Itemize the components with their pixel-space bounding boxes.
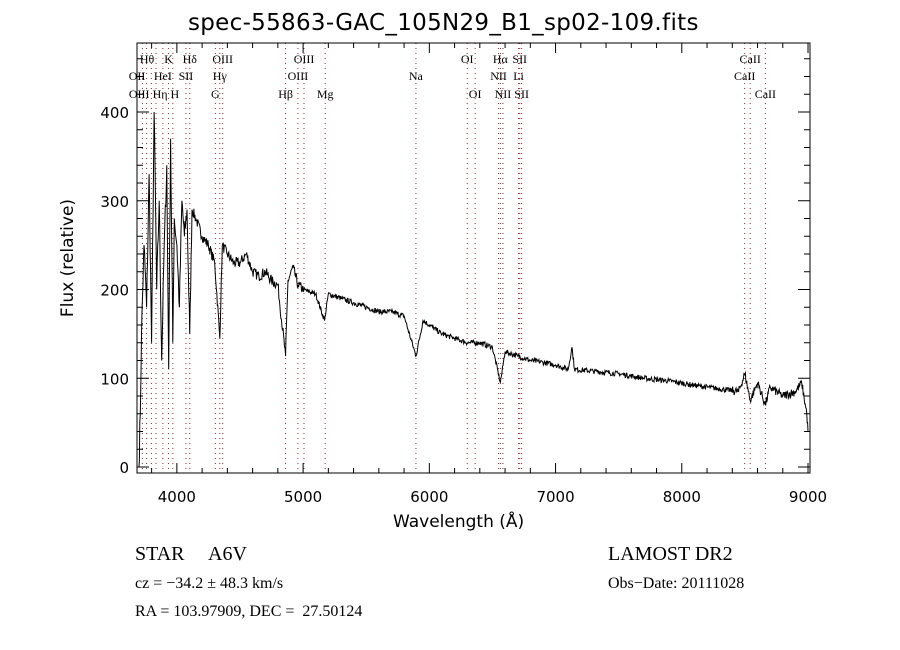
spectral-line-label: Hη [153, 87, 168, 101]
spectral-line-label: Li [513, 69, 524, 83]
spectral-line-label: Hγ [213, 69, 228, 83]
spectral-line-label: SII [179, 69, 194, 83]
x-tick-label: 9000 [789, 488, 827, 506]
spectral-line-label: H [171, 87, 180, 101]
y-tick-label: 100 [100, 370, 129, 388]
y-tick-label: 0 [119, 459, 129, 477]
spectral-line-label: CaII [734, 69, 755, 83]
redshift-info: cz = −34.2 ± 48.3 km/s [135, 575, 284, 592]
observation-date: Obs−Date: 20111028 [608, 575, 745, 592]
survey-name: LAMOST DR2 [608, 543, 733, 565]
coordinates-info: RA = 103.97909, DEC = 27.50124 [135, 603, 363, 620]
spectral-line-label: Mg [317, 87, 334, 101]
x-tick-label: 8000 [663, 488, 701, 506]
spectral-line-label: K [164, 52, 173, 66]
spectral-line-label: Hβ [278, 87, 293, 101]
spectral-line-label: OIII [212, 52, 233, 66]
spectrum-series-line [138, 111, 809, 468]
y-tick-label: 200 [100, 282, 129, 300]
spectral-line-label: OIII [294, 52, 315, 66]
object-subclass: A6V [208, 543, 247, 565]
spectral-line-label: Hδ [183, 52, 198, 66]
y-tick-label: 400 [100, 104, 129, 122]
x-tick-label: 7000 [536, 488, 574, 506]
spectral-line-label: OIII [129, 87, 150, 101]
axis-ticks: 4000 5000 6000 7000 8000 9000 0 100 200 300 400 [100, 43, 827, 506]
spectral-line-label: Na [409, 69, 424, 83]
x-tick-label: 6000 [410, 488, 448, 506]
y-axis-label: Flux (relative) [58, 198, 78, 318]
chart-title: spec-55863-GAC_105N29_B1_sp02-109.fits [188, 10, 699, 36]
object-class: STAR [135, 543, 185, 565]
spectral-line-label: SII [514, 87, 529, 101]
plot-frame [136, 42, 811, 474]
spectral-line-label: SII [512, 52, 527, 66]
spectral-line-label: OIII [288, 69, 309, 83]
x-axis-label: Wavelength (Å) [393, 512, 525, 532]
x-tick-label: 4000 [158, 488, 196, 506]
spectral-line-label: NII [490, 69, 507, 83]
y-tick-label: 300 [100, 193, 129, 211]
spectral-line-label: CaII [755, 87, 776, 101]
spectral-line-label: G [211, 87, 220, 101]
spectral-line-label: CaII [740, 52, 761, 66]
spectral-line-label: NII [495, 87, 512, 101]
spectral-line-label: OII [129, 69, 146, 83]
spectral-line-label: Hα [493, 52, 509, 66]
x-tick-label: 5000 [284, 488, 322, 506]
spectral-line-label: OI [461, 52, 474, 66]
spectral-line-label: OI [469, 87, 482, 101]
spectral-line-label: Hθ [140, 52, 155, 66]
spectral-line-label: HeI [154, 69, 172, 83]
